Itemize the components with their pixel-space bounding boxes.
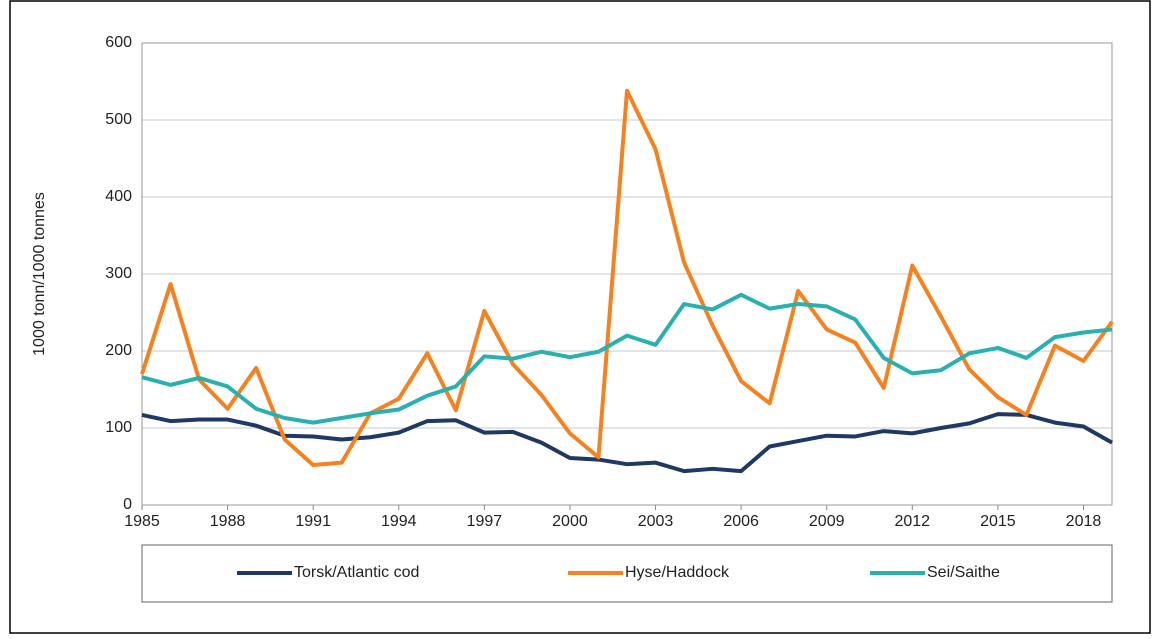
x-tick-label: 1985 bbox=[124, 513, 160, 530]
legend-box bbox=[141, 544, 1113, 603]
y-tick-label: 500 bbox=[105, 111, 132, 128]
y-tick-label: 200 bbox=[105, 342, 132, 359]
x-tick-label: 2018 bbox=[1066, 513, 1102, 530]
x-tick-label: 1997 bbox=[467, 513, 503, 530]
y-tick-label: 300 bbox=[105, 265, 132, 282]
x-tick-label: 2006 bbox=[723, 513, 759, 530]
series-line bbox=[141, 292, 1113, 425]
plot-border bbox=[141, 42, 1113, 506]
x-tick-label: 2015 bbox=[980, 513, 1016, 530]
x-tick-label: 2012 bbox=[894, 513, 930, 530]
frame bbox=[9, 0, 1151, 634]
series-line bbox=[140, 88, 1114, 467]
x-tick-label: 2003 bbox=[638, 513, 674, 530]
legend-label: Sei/Saithe bbox=[927, 564, 1000, 581]
y-axis-label: 1000 tonn/1000 tonnes bbox=[31, 192, 48, 356]
legend-label: Torsk/Atlantic cod bbox=[294, 564, 419, 581]
y-tick-label: 100 bbox=[105, 419, 132, 436]
y-tick-label: 400 bbox=[105, 188, 132, 205]
x-tick-label: 2009 bbox=[809, 513, 845, 530]
legend-label: Hyse/Haddock bbox=[625, 564, 730, 581]
x-tick-label: 1994 bbox=[381, 513, 417, 530]
y-tick-label: 600 bbox=[105, 34, 132, 51]
series-line bbox=[141, 412, 1113, 474]
x-tick-label: 2000 bbox=[552, 513, 588, 530]
y-tick-label: 0 bbox=[123, 496, 132, 513]
x-tick-label: 1991 bbox=[295, 513, 331, 530]
x-tick-label: 1988 bbox=[210, 513, 246, 530]
